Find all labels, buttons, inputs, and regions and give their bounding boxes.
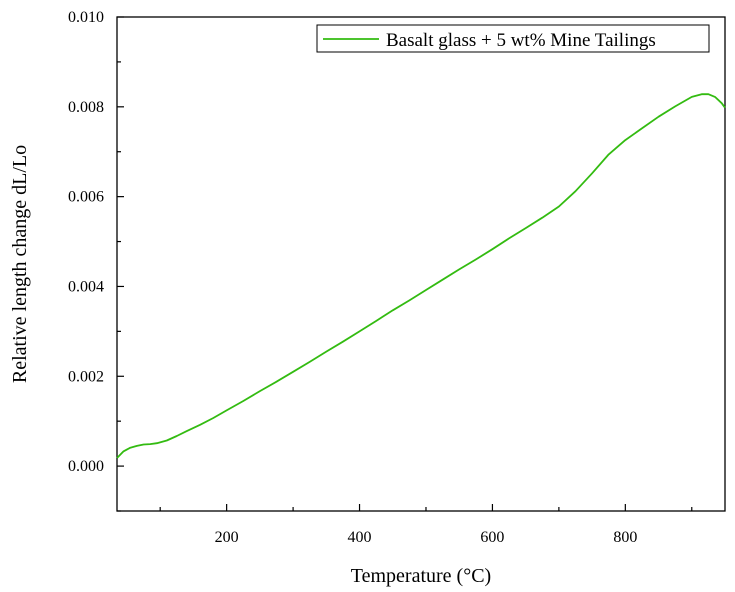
legend: Basalt glass + 5 wt% Mine Tailings xyxy=(316,24,710,53)
x-tick-label: 800 xyxy=(613,529,637,546)
legend-label: Basalt glass + 5 wt% Mine Tailings xyxy=(386,30,656,51)
x-axis-title: Temperature (°C) xyxy=(351,565,491,587)
ticks-layer xyxy=(117,16,693,512)
x-tick-label: 600 xyxy=(480,529,504,546)
plot-frame xyxy=(116,16,726,512)
tick-labels-layer: 200 400 600 800 0.000 0.002 0.004 0.006 0.008 0.0… xyxy=(68,9,637,546)
y-tick-label: 0.002 xyxy=(68,368,104,385)
y-tick-label: 0.004 xyxy=(68,278,104,295)
x-tick-label: 200 xyxy=(215,529,239,546)
legend-box xyxy=(316,24,710,53)
y-tick-label: 0.006 xyxy=(68,189,104,206)
x-tick-label: 400 xyxy=(348,529,372,546)
series-line xyxy=(116,93,726,459)
y-tick-label: 0.010 xyxy=(68,9,104,26)
y-tick-label: 0.008 xyxy=(68,99,104,116)
y-tick-label: 0.000 xyxy=(68,458,104,475)
y-axis-title: Relative length change dL/Lo xyxy=(9,145,31,383)
